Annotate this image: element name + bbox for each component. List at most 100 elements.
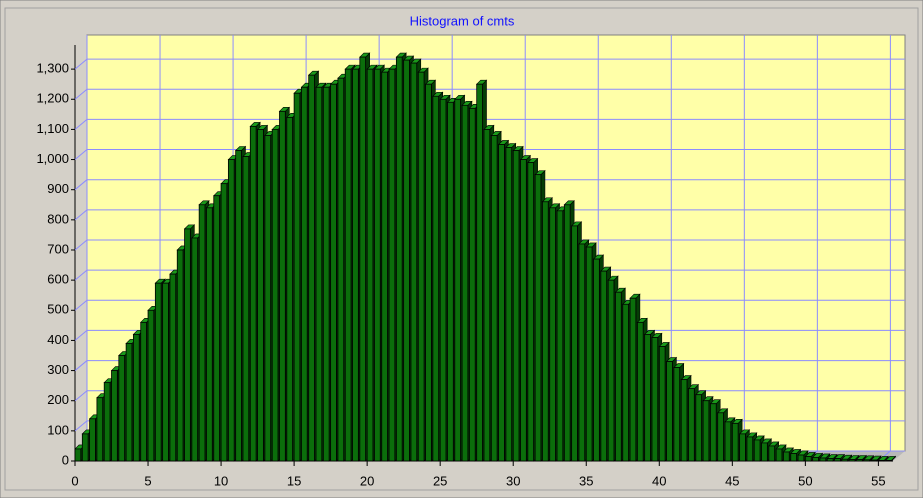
bar <box>593 258 600 462</box>
bar <box>388 68 396 462</box>
grid-line <box>74 88 88 100</box>
bar <box>154 282 162 462</box>
bar <box>505 147 513 462</box>
grid-line <box>74 299 88 311</box>
bar <box>724 421 732 462</box>
bar <box>629 297 637 462</box>
bar <box>615 291 622 462</box>
bar <box>673 367 681 462</box>
bar <box>870 459 878 462</box>
bar <box>169 273 177 462</box>
bar <box>118 355 126 462</box>
bar <box>103 382 111 462</box>
y-tick-label: 600 <box>47 272 69 287</box>
bar <box>81 433 89 462</box>
grid-line <box>74 360 88 371</box>
bar <box>710 403 717 462</box>
bar <box>731 422 739 462</box>
bar <box>439 98 447 462</box>
bar <box>848 459 856 462</box>
bar <box>359 56 367 462</box>
y-tick-label: 200 <box>47 392 69 407</box>
x-tick-label: 5 <box>144 473 151 488</box>
bar <box>315 86 323 462</box>
bar <box>636 321 644 462</box>
bar <box>571 225 578 462</box>
y-tick-label: 700 <box>47 241 69 256</box>
x-tick-label: 30 <box>506 473 520 488</box>
bar <box>301 86 308 462</box>
bar <box>753 439 761 462</box>
bar <box>797 454 805 462</box>
bar <box>191 237 199 462</box>
bar <box>96 397 104 462</box>
bar <box>206 207 213 462</box>
bar <box>746 436 754 462</box>
y-tick-label: 0 <box>62 452 69 467</box>
bar <box>447 101 454 462</box>
bar <box>841 458 849 462</box>
bar <box>476 83 483 462</box>
bar <box>834 458 841 462</box>
bar <box>556 210 564 462</box>
bar <box>520 159 527 462</box>
bar <box>293 92 301 462</box>
bar <box>264 135 272 462</box>
bar <box>804 456 812 462</box>
bar <box>271 129 279 462</box>
bar <box>856 459 863 462</box>
bar <box>739 433 746 462</box>
grid-line <box>74 119 88 130</box>
bar <box>147 309 155 462</box>
bar <box>863 459 870 462</box>
y-tick-label: 800 <box>47 211 69 226</box>
bar <box>527 162 535 462</box>
bar <box>761 442 768 462</box>
bar <box>819 457 827 462</box>
bar <box>717 412 724 462</box>
bar <box>344 68 352 462</box>
bar <box>666 361 673 462</box>
y-tick-label: 1,300 <box>36 61 69 76</box>
bar <box>607 279 615 462</box>
bar <box>111 370 118 462</box>
x-tick-label: 35 <box>579 473 593 488</box>
bar <box>322 86 330 462</box>
x-tick-label: 40 <box>652 473 666 488</box>
x-tick-label: 55 <box>871 473 885 488</box>
bar <box>213 195 220 462</box>
bar <box>885 459 892 462</box>
x-tick-label: 15 <box>287 473 301 488</box>
bar <box>549 207 556 462</box>
bar <box>512 150 520 462</box>
bar <box>279 110 286 462</box>
grid-line <box>74 239 88 251</box>
grid-line <box>74 149 88 160</box>
bar <box>578 243 586 462</box>
bar <box>483 129 491 462</box>
grid-line <box>74 420 88 432</box>
grid-line <box>74 209 88 221</box>
bar <box>783 451 790 462</box>
bar <box>308 74 315 462</box>
bar <box>775 448 783 462</box>
bar <box>826 458 834 462</box>
bar <box>688 388 695 462</box>
bar <box>162 282 169 462</box>
bar <box>658 346 666 462</box>
bar <box>425 83 432 462</box>
bar <box>498 144 505 462</box>
bar <box>454 98 461 462</box>
y-tick-label: 900 <box>47 181 69 196</box>
chart-title: Histogram of cmts <box>410 13 515 28</box>
bar <box>286 116 294 462</box>
bar <box>622 303 629 462</box>
x-tick-label: 0 <box>71 473 78 488</box>
bar <box>680 379 688 462</box>
grid-line <box>74 179 88 191</box>
bar <box>790 453 797 462</box>
bar <box>374 68 381 462</box>
x-tick-label: 10 <box>214 473 228 488</box>
bar <box>468 107 476 462</box>
